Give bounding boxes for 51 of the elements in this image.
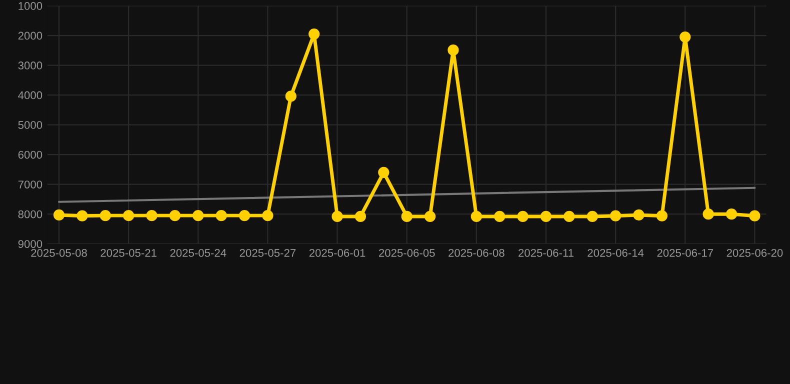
point [285, 90, 296, 102]
point [749, 210, 760, 222]
point [726, 208, 738, 220]
point [378, 166, 390, 178]
point [169, 210, 181, 222]
y-tick-label: 4000 [18, 91, 42, 100]
point [332, 210, 343, 222]
x-tick-label: 2025-06-11 [518, 248, 574, 257]
x-tick-label: 2025-05-21 [100, 248, 156, 257]
point [192, 210, 204, 222]
point [586, 210, 598, 222]
point [517, 210, 528, 222]
y-tick-label: 2000 [18, 32, 42, 40]
point [656, 210, 668, 222]
point [308, 28, 320, 40]
point [123, 210, 134, 222]
y-tick-label: 7000 [18, 180, 42, 188]
x-tick-label: 2025-05-08 [31, 248, 87, 257]
point [424, 210, 436, 222]
point [564, 210, 575, 222]
point [262, 210, 274, 222]
y-tick-label: 6000 [18, 150, 42, 159]
x-tick-label: 2025-06-08 [448, 248, 504, 257]
point [633, 209, 644, 221]
x-tick-label: 2025-06-20 [726, 248, 783, 257]
y-tick-label: 5000 [18, 121, 42, 129]
point [470, 210, 482, 222]
y-tick-label: 9000 [18, 240, 42, 248]
point [100, 210, 111, 222]
x-tick-label: 2025-05-24 [170, 248, 226, 257]
x-tick-label: 2025-05-27 [240, 248, 296, 257]
point [702, 208, 714, 220]
point [238, 210, 250, 222]
point [401, 210, 412, 222]
x-tick-label: 2025-06-14 [588, 248, 644, 257]
point [680, 31, 691, 43]
x-tick-label: 2025-06-01 [309, 248, 366, 257]
point [354, 210, 366, 222]
x-tick-label: 2025-06-17 [657, 248, 713, 257]
x-tick-label: 2025-06-05 [378, 248, 435, 257]
point [494, 210, 506, 222]
point [540, 210, 552, 222]
point [610, 210, 622, 222]
point [146, 210, 158, 222]
y-tick-label: 3000 [18, 62, 42, 70]
y-tick-label: 1000 [18, 2, 42, 10]
point [76, 210, 88, 222]
point [53, 209, 65, 221]
point [448, 44, 459, 56]
point [216, 210, 227, 222]
y-tick-label: 8000 [18, 210, 42, 218]
